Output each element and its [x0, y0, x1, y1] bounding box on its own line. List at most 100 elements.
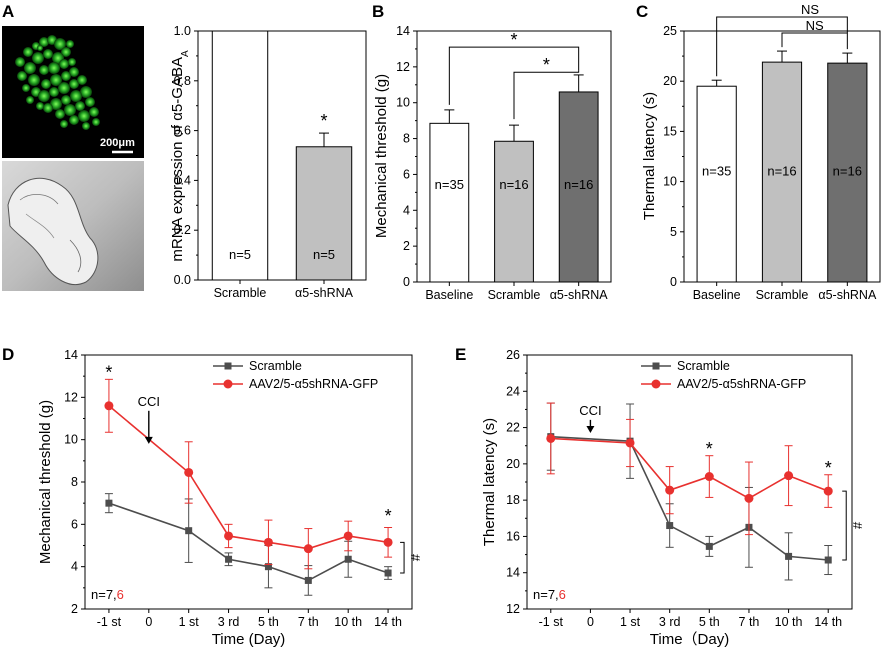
y-tick-label: 18	[506, 493, 520, 507]
x-tick-label: -1 st	[97, 615, 122, 629]
data-point	[225, 555, 233, 563]
cci-arrow-head	[586, 426, 595, 434]
x-tick-label: 3 rd	[218, 615, 240, 629]
cell-body	[61, 71, 71, 81]
data-point	[744, 493, 754, 503]
data-point	[344, 555, 352, 563]
x-tick-label: 1 st	[179, 615, 200, 629]
data-point	[785, 552, 793, 560]
series-line	[550, 437, 829, 500]
x-tick-label: α5-shRNA	[295, 286, 354, 300]
n-label: n=16	[564, 177, 593, 192]
legend-marker	[224, 362, 232, 370]
significance-star: *	[825, 458, 832, 478]
y-tick-label: 2	[403, 239, 410, 253]
cell-body	[48, 62, 60, 74]
cell-body	[68, 58, 76, 66]
panel-d-chart: 2 4 6 8 10 12 14 -1 st 0 1 st 3 rd 5 th 7 th 10 th 14 …	[37, 348, 423, 647]
x-tick-label: 7 th	[739, 615, 760, 629]
bar	[558, 91, 599, 283]
y-tick-label: 0.0	[174, 273, 191, 287]
cell-body	[78, 110, 90, 122]
n-label: n=5	[229, 247, 251, 262]
bar	[295, 146, 353, 281]
y-tick-label: 16	[506, 529, 520, 543]
cell-body	[49, 87, 59, 97]
hash-bracket	[400, 541, 405, 574]
y-tick-label: 8	[71, 475, 78, 489]
y-tick-label: 1.0	[174, 24, 191, 38]
plot-frame	[84, 354, 413, 610]
y-tick-label: 12	[506, 602, 520, 616]
cell-body	[69, 115, 79, 125]
x-tick-label: Scramble	[488, 288, 541, 302]
y-tick-label: 24	[506, 384, 520, 398]
fluorescence-image: 200μm	[2, 26, 144, 158]
panel-b-chart: 0 2 4 6 8 10 12 14 Baseline n=35 Scramble n=16 α5-sh…	[373, 24, 612, 302]
data-point	[185, 527, 193, 535]
data-point	[784, 471, 794, 481]
cell-body	[39, 65, 49, 75]
bar	[761, 61, 803, 283]
bar	[494, 140, 534, 283]
significance-star: *	[385, 506, 392, 526]
data-point	[383, 537, 393, 547]
cci-label: CCI	[138, 394, 160, 409]
cell-body	[70, 90, 82, 102]
y-tick-label: 5	[670, 225, 677, 239]
n-label: n=16	[499, 177, 528, 192]
cell-body	[26, 96, 34, 104]
bar	[211, 30, 269, 281]
y-tick-label: 0.6	[174, 124, 191, 138]
panel-label-c: C	[636, 2, 648, 21]
x-tick-label: α5-shRNA	[550, 288, 609, 302]
cell-body	[36, 102, 44, 110]
data-point	[546, 433, 556, 443]
x-axis-label: Time（Day)	[650, 631, 729, 647]
ns-label: NS	[801, 2, 819, 17]
panel-label-b: B	[372, 2, 384, 21]
n-label: n=16	[833, 164, 862, 179]
x-tick-label: 5 th	[258, 615, 279, 629]
cci-arrow-head	[144, 436, 153, 444]
legend-label: Scramble	[249, 359, 302, 373]
x-tick-label: -1 st	[539, 615, 564, 629]
cell-body	[38, 90, 50, 102]
y-tick-label: 12	[396, 60, 410, 74]
series-line	[550, 435, 829, 561]
x-tick-label: 0	[587, 615, 594, 629]
legend-label: AAV2/5-α5shRNA-GFP	[677, 377, 806, 391]
data-point	[704, 472, 714, 482]
data-point	[184, 467, 194, 477]
panel-label-d: D	[2, 345, 14, 364]
significance-star: *	[706, 439, 713, 459]
cell-body	[17, 71, 27, 81]
y-tick-label: 26	[506, 348, 520, 362]
panel-label-a: A	[2, 2, 14, 21]
data-point	[303, 544, 313, 554]
x-tick-label: 1 st	[620, 615, 641, 629]
brightfield-image	[2, 161, 144, 291]
scale-bar-label: 200μm	[100, 137, 135, 149]
cell-body	[23, 47, 33, 57]
data-point	[824, 556, 832, 564]
x-tick-label: Scramble	[214, 286, 267, 300]
y-axis-label: mRNA expression of α5-GABAA	[169, 50, 191, 262]
y-tick-label: 0.4	[174, 173, 191, 187]
x-tick-label: 5 th	[699, 615, 720, 629]
cell-body	[50, 98, 62, 110]
cell-body	[60, 120, 68, 128]
data-point	[666, 522, 674, 530]
data-point	[625, 438, 635, 448]
x-tick-label: 14 th	[374, 615, 402, 629]
bar	[429, 122, 470, 283]
data-point	[665, 485, 675, 495]
n-label: n=7,6	[91, 587, 124, 602]
ns-label: NS	[806, 18, 824, 33]
cell-body	[92, 118, 100, 126]
data-point	[823, 486, 833, 496]
n-label: n=5	[313, 247, 335, 262]
significance-bracket	[781, 32, 848, 48]
x-axis-label: Time (Day)	[212, 631, 286, 647]
